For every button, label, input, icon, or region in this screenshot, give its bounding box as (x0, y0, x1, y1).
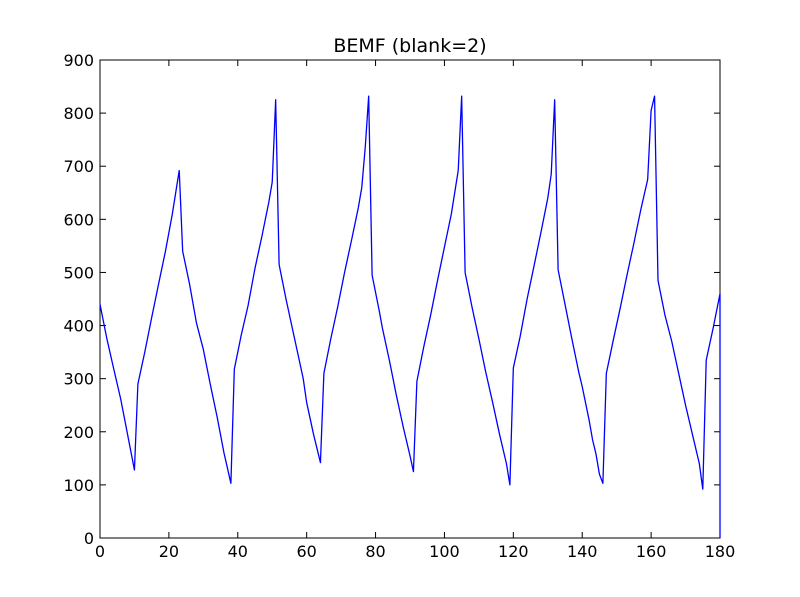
x-axis: 0 20 40 60 80 100 120 140 160 180 (95, 60, 735, 561)
y-tick-label: 300 (63, 370, 94, 389)
y-tick-label: 900 (63, 51, 94, 70)
x-tick-label: 120 (498, 542, 529, 561)
x-tick-label: 100 (429, 542, 460, 561)
x-tick-label: 180 (705, 542, 736, 561)
y-tick-label: 100 (63, 476, 94, 495)
x-tick-label: 20 (159, 542, 179, 561)
series-line-bemf (99, 95, 721, 538)
y-tick-label: 400 (63, 317, 94, 336)
y-tick-label: 600 (63, 210, 94, 229)
y-axis: 0 100 200 300 400 500 600 700 800 900 (63, 51, 720, 548)
plot-frame (99, 59, 721, 539)
x-tick-label: 140 (567, 542, 598, 561)
x-tick-label: 60 (296, 542, 316, 561)
y-tick-label: 800 (63, 104, 94, 123)
x-tick-label: 0 (95, 542, 105, 561)
y-tick-label: 0 (84, 529, 94, 548)
y-tick-label: 700 (63, 157, 94, 176)
y-tick-label: 200 (63, 423, 94, 442)
y-tick-label: 500 (63, 263, 94, 282)
x-tick-label: 80 (365, 542, 385, 561)
x-tick-label: 40 (228, 542, 248, 561)
chart-title: BEMF (blank=2) (333, 35, 486, 57)
x-tick-label: 160 (636, 542, 667, 561)
